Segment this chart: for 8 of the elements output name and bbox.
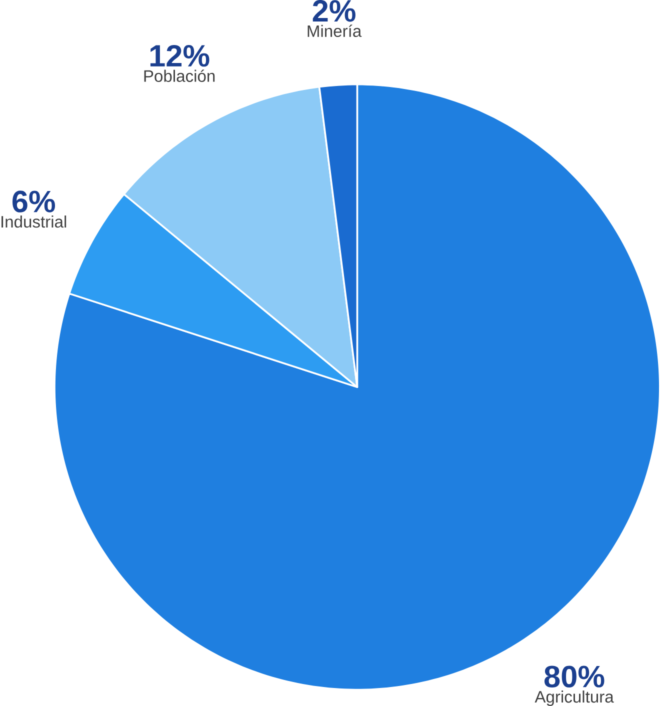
data-label: 80% — [544, 666, 604, 688]
slice-label: Agricultura — [534, 690, 614, 706]
slice-label: Industrial — [2, 216, 66, 228]
slice-label: Población — [144, 70, 215, 82]
data-label: 2% — [312, 0, 356, 22]
data-label: 12% — [150, 44, 210, 67]
slice-label: Minería — [308, 24, 362, 38]
data-label: 6% — [12, 190, 56, 212]
